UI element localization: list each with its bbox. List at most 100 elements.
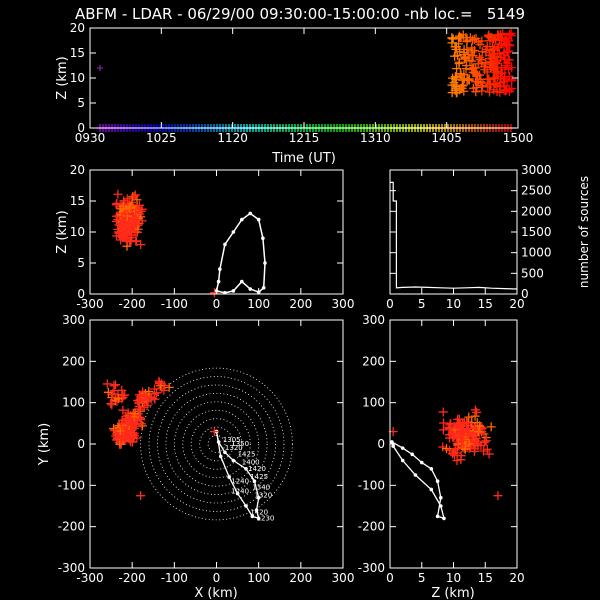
- range-ring: [182, 409, 251, 479]
- x-tick-label: -100: [161, 571, 188, 585]
- source-marker: [490, 52, 500, 62]
- x-tick-label: 200: [289, 571, 312, 585]
- track-time-label: 1320: [225, 444, 243, 452]
- y-tick-label: 20: [70, 163, 85, 177]
- time-height-xlabel: Time (UT): [271, 151, 336, 166]
- source-marker: [102, 379, 112, 389]
- panel-z-y: 0 5 10 15 20 -300 -200 -100 0 100 200 300 Z (km): [358, 313, 525, 600]
- z-y-track: [390, 440, 446, 521]
- track-time-label: 1240: [231, 477, 249, 485]
- source-marker: [496, 53, 506, 63]
- track-point: [216, 440, 221, 444]
- x-tick-label: 100: [247, 571, 270, 585]
- track-point: [216, 279, 221, 284]
- x-tick-label: 5: [418, 571, 426, 585]
- source-marker: [159, 385, 169, 395]
- x-tick-label: 1310: [360, 131, 391, 145]
- source-marker: [479, 446, 489, 456]
- track-point: [231, 230, 236, 234]
- source-marker: [97, 65, 103, 71]
- x-tick-label: 0: [386, 297, 394, 311]
- x-tick-label: 15: [478, 297, 493, 311]
- source-marker: [504, 71, 514, 81]
- track-time-label: 1425: [250, 473, 268, 481]
- x-tick-label: 10: [446, 571, 461, 585]
- track-point: [435, 514, 440, 519]
- source-marker: [112, 393, 122, 403]
- y-tick-label: -300: [358, 561, 385, 575]
- source-marker: [475, 421, 485, 431]
- source-marker: [110, 380, 120, 390]
- source-marker: [127, 432, 137, 442]
- time-height-yticks: 0 5 10 15 20: [70, 21, 518, 135]
- track-point: [429, 467, 434, 471]
- track-point: [400, 446, 405, 450]
- source-marker: [209, 427, 219, 437]
- source-marker: [454, 59, 464, 69]
- source-marker: [116, 435, 126, 445]
- source-marker: [493, 30, 503, 40]
- x-tick-label: 0: [213, 297, 221, 311]
- source-marker: [118, 391, 128, 401]
- x-tick-label: 20: [509, 297, 524, 311]
- y-tick-label: 20: [70, 21, 85, 35]
- source-marker: [471, 77, 481, 87]
- source-marker: [474, 70, 484, 80]
- x-tick-label: 0: [386, 571, 394, 585]
- source-marker: [129, 227, 139, 237]
- z-y-track-line: [391, 441, 445, 520]
- source-marker: [499, 85, 509, 95]
- y-tick-label: 3000: [521, 163, 552, 177]
- source-marker: [209, 288, 219, 298]
- histogram-line: [390, 181, 518, 290]
- panel-x-z: -300 -200 -100 0 100 200 300 0 5 10 15 20 Z (km): [55, 163, 354, 311]
- range-ring: [207, 435, 226, 453]
- source-marker: [504, 29, 514, 39]
- source-marker: [137, 204, 147, 214]
- y-tick-label: 100: [62, 396, 85, 410]
- source-marker: [445, 420, 455, 430]
- source-marker: [111, 211, 121, 221]
- source-marker: [475, 54, 485, 64]
- source-marker: [477, 81, 487, 91]
- source-marker: [496, 69, 506, 79]
- track-point: [223, 450, 227, 455]
- range-ring: [140, 367, 293, 521]
- y-tick-label: -200: [58, 520, 85, 534]
- x-tick-label: 5: [418, 297, 426, 311]
- source-marker: [121, 431, 131, 441]
- track-point: [400, 458, 405, 463]
- track-point: [240, 217, 244, 222]
- y-tick-label: 10: [70, 225, 85, 239]
- track-time-label: 1420: [248, 465, 266, 473]
- source-marker: [499, 47, 509, 57]
- source-marker: [117, 385, 127, 395]
- track-point: [218, 454, 223, 459]
- track-time-label: 1350: [231, 440, 249, 448]
- source-marker: [119, 220, 129, 230]
- y-tick-label: 5: [77, 96, 85, 110]
- track-point: [429, 487, 434, 492]
- source-marker: [482, 444, 492, 454]
- track-time-label: 1230: [257, 514, 275, 522]
- source-marker: [124, 233, 134, 243]
- source-marker: [468, 67, 478, 77]
- x-tick-label: -300: [76, 297, 103, 311]
- z-y-xticks: 0 5 10 15 20: [386, 320, 525, 585]
- source-marker: [498, 29, 508, 39]
- source-marker: [121, 414, 131, 424]
- source-marker: [469, 446, 479, 456]
- track-time-label: 1340: [252, 483, 270, 491]
- source-marker: [438, 442, 448, 452]
- source-marker: [444, 430, 454, 440]
- source-marker: [446, 419, 456, 429]
- source-marker: [115, 228, 125, 238]
- source-marker: [106, 399, 116, 409]
- track-point: [410, 452, 415, 457]
- source-marker: [495, 87, 505, 97]
- source-marker: [448, 34, 458, 44]
- x-y-xlabel: X (km): [194, 586, 237, 600]
- histogram-yticks: 0 500 1000 1500 2000 2500 3000: [390, 163, 552, 301]
- y-tick-label: 1500: [521, 225, 552, 239]
- x-tick-label: 100: [247, 297, 270, 311]
